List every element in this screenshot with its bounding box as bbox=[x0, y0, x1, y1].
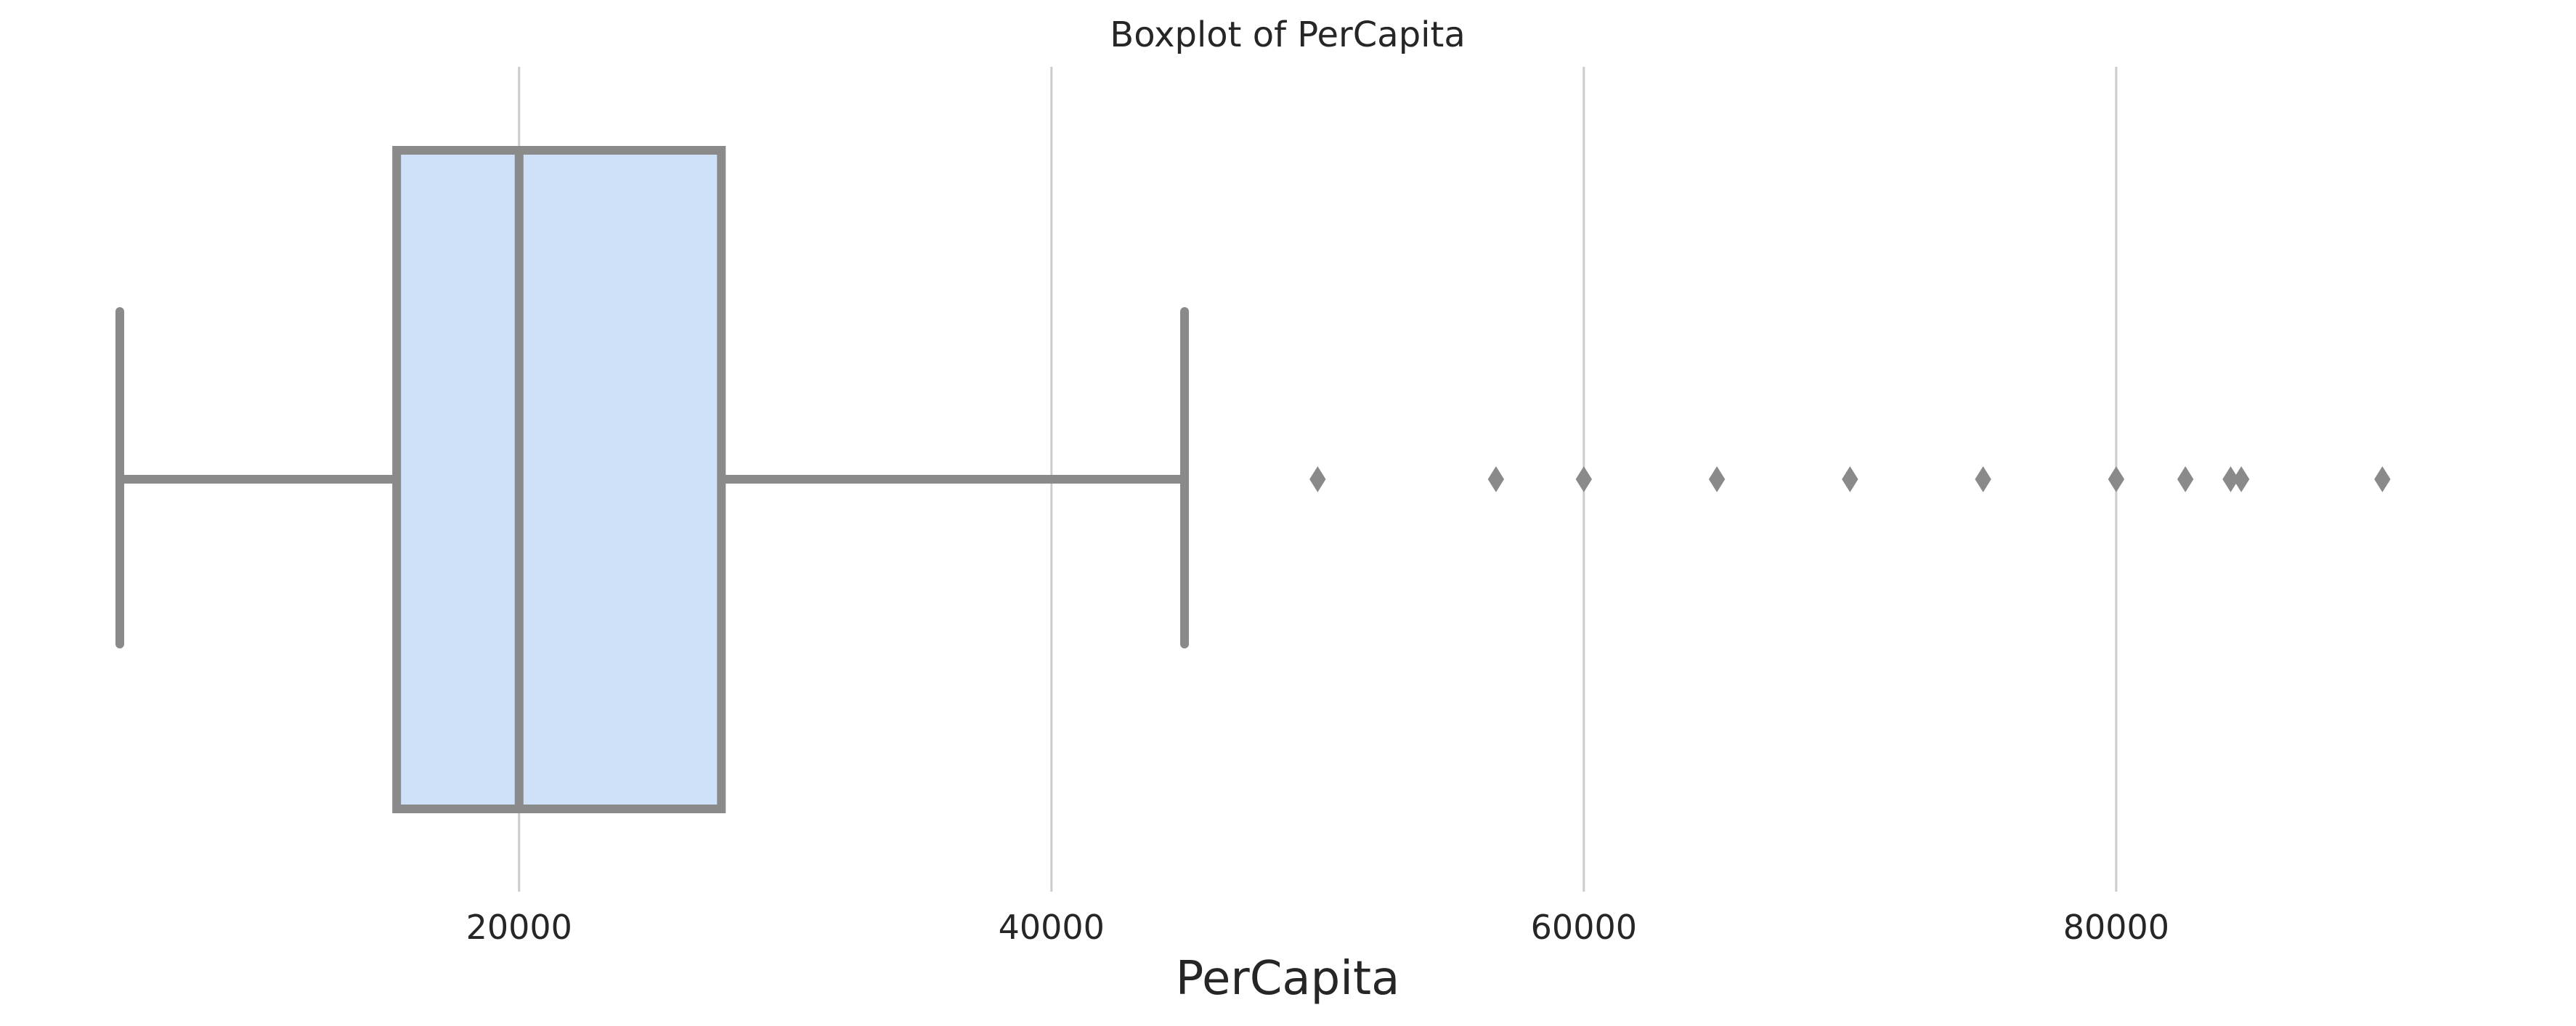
outlier-point bbox=[1309, 466, 1326, 492]
interquartile-box bbox=[392, 146, 726, 813]
x-tick-labels: 20000 40000 60000 80000 bbox=[466, 908, 2169, 947]
x-axis-label: PerCapita bbox=[1176, 952, 1400, 1006]
outlier-point bbox=[2232, 466, 2250, 492]
outlier-point bbox=[2108, 466, 2125, 492]
outlier-point bbox=[1975, 466, 1991, 492]
outlier-point bbox=[1487, 466, 1505, 492]
outlier-point bbox=[1575, 466, 1593, 492]
outlier-point bbox=[1708, 466, 1726, 492]
outlier-points bbox=[1309, 466, 2391, 492]
outlier-point bbox=[1842, 466, 1858, 492]
outlier-point bbox=[2177, 466, 2194, 492]
x-tick-label: 40000 bbox=[999, 908, 1105, 947]
chart-title: Boxplot of PerCapita bbox=[1110, 15, 1465, 55]
x-tick-label: 60000 bbox=[1531, 908, 1637, 947]
box-plot bbox=[115, 146, 1190, 813]
outlier-point bbox=[2374, 466, 2391, 492]
outlier-point bbox=[2222, 466, 2239, 492]
x-tick-label: 80000 bbox=[2063, 908, 2169, 947]
x-tick-label: 20000 bbox=[466, 908, 572, 947]
